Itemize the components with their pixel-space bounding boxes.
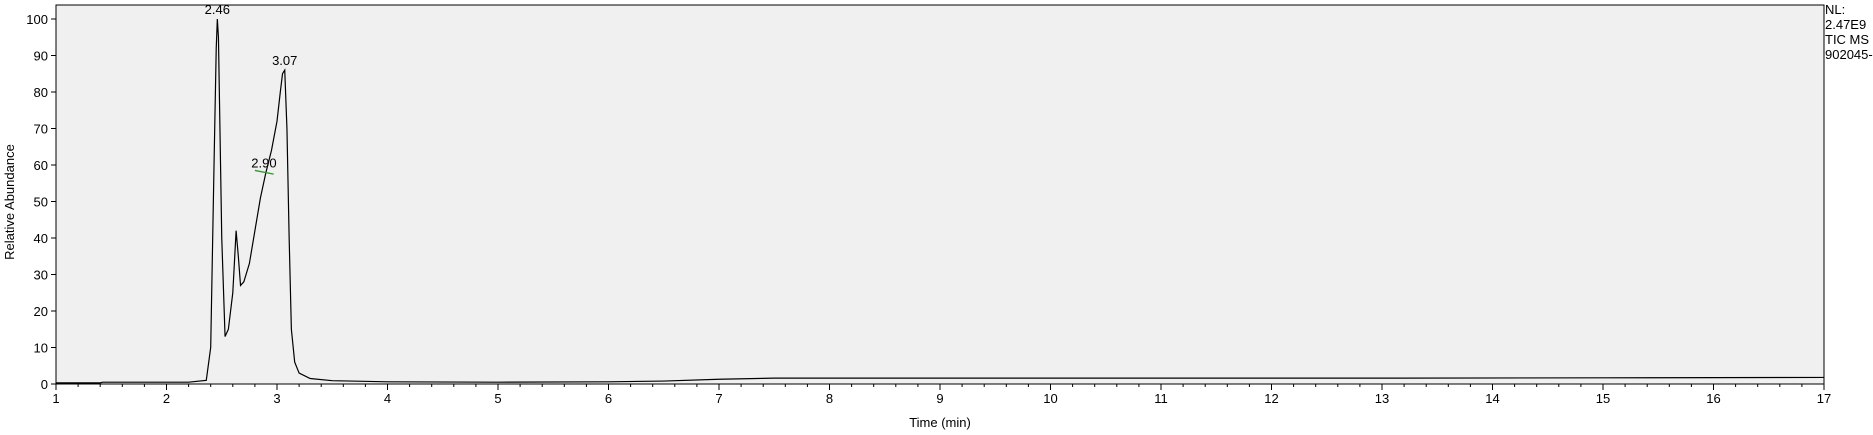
x-tick-label: 5 xyxy=(494,391,501,406)
plot-area xyxy=(55,4,1825,385)
info-line: 902045- xyxy=(1825,47,1873,62)
x-tick-label: 14 xyxy=(1485,391,1499,406)
peak-label: 3.07 xyxy=(272,53,297,68)
peak-label: 2.46 xyxy=(205,2,230,17)
x-tick-label: 16 xyxy=(1706,391,1720,406)
y-axis-title: Relative Abundance xyxy=(2,144,17,260)
x-tick-label: 15 xyxy=(1596,391,1610,406)
x-tick-label: 17 xyxy=(1817,391,1831,406)
y-tick-label: 100 xyxy=(26,12,48,27)
y-tick-label: 40 xyxy=(34,231,48,246)
x-tick-label: 10 xyxy=(1043,391,1057,406)
x-axis-title: Time (min) xyxy=(909,415,971,430)
info-line: TIC MS xyxy=(1825,32,1869,47)
x-tick-label: 12 xyxy=(1264,391,1278,406)
x-tick-label: 6 xyxy=(605,391,612,406)
y-tick-label: 90 xyxy=(34,49,48,64)
x-tick-label: 2 xyxy=(163,391,170,406)
peak-label: 2.90 xyxy=(251,155,276,170)
y-tick-label: 80 xyxy=(34,85,48,100)
y-tick-label: 60 xyxy=(34,158,48,173)
x-tick-label: 9 xyxy=(936,391,943,406)
x-tick-label: 3 xyxy=(273,391,280,406)
peak-2-90-marker xyxy=(254,169,274,175)
info-line: NL: xyxy=(1825,2,1845,17)
y-tick-label: 0 xyxy=(41,377,48,392)
y-tick-label: 20 xyxy=(34,304,48,319)
y-tick-label: 70 xyxy=(34,122,48,137)
peak-labels: 2.46 3.07 2.90 xyxy=(205,2,298,170)
y-axis-ticks: 0 10 20 30 40 50 60 70 80 90 100 xyxy=(26,12,56,392)
x-tick-label: 7 xyxy=(715,391,722,406)
y-tick-label: 30 xyxy=(34,268,48,283)
y-tick-label: 10 xyxy=(34,341,48,356)
x-tick-label: 11 xyxy=(1154,391,1168,406)
x-tick-label: 4 xyxy=(384,391,391,406)
x-tick-label: 1 xyxy=(52,391,59,406)
x-tick-label: 8 xyxy=(826,391,833,406)
y-tick-label: 50 xyxy=(34,195,48,210)
x-tick-label: 13 xyxy=(1375,391,1389,406)
info-line: 2.47E9 xyxy=(1825,17,1866,32)
x-axis-ticks: 1 2 3 4 5 6 7 8 9 10 11 12 13 14 15 16 17 xyxy=(52,384,1831,406)
tic-trace xyxy=(56,18,1825,384)
